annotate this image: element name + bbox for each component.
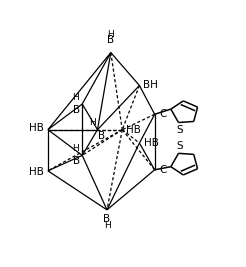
Text: H: H — [104, 221, 110, 230]
Text: B: B — [98, 131, 106, 141]
Text: HB: HB — [29, 167, 44, 177]
Text: C: C — [159, 165, 167, 175]
Text: B: B — [73, 156, 80, 166]
Text: H: H — [89, 118, 95, 127]
Text: HB: HB — [126, 125, 141, 135]
Text: H: H — [73, 93, 79, 102]
Text: S: S — [176, 124, 183, 135]
Text: HB: HB — [29, 123, 44, 133]
Text: H: H — [108, 30, 114, 39]
Text: HB: HB — [144, 138, 159, 148]
Text: H: H — [73, 144, 79, 153]
Text: B: B — [107, 36, 114, 45]
Text: B: B — [104, 214, 110, 224]
Text: BH: BH — [143, 80, 158, 91]
Text: S: S — [176, 141, 183, 151]
Text: B: B — [73, 105, 80, 115]
Text: C: C — [159, 109, 167, 119]
